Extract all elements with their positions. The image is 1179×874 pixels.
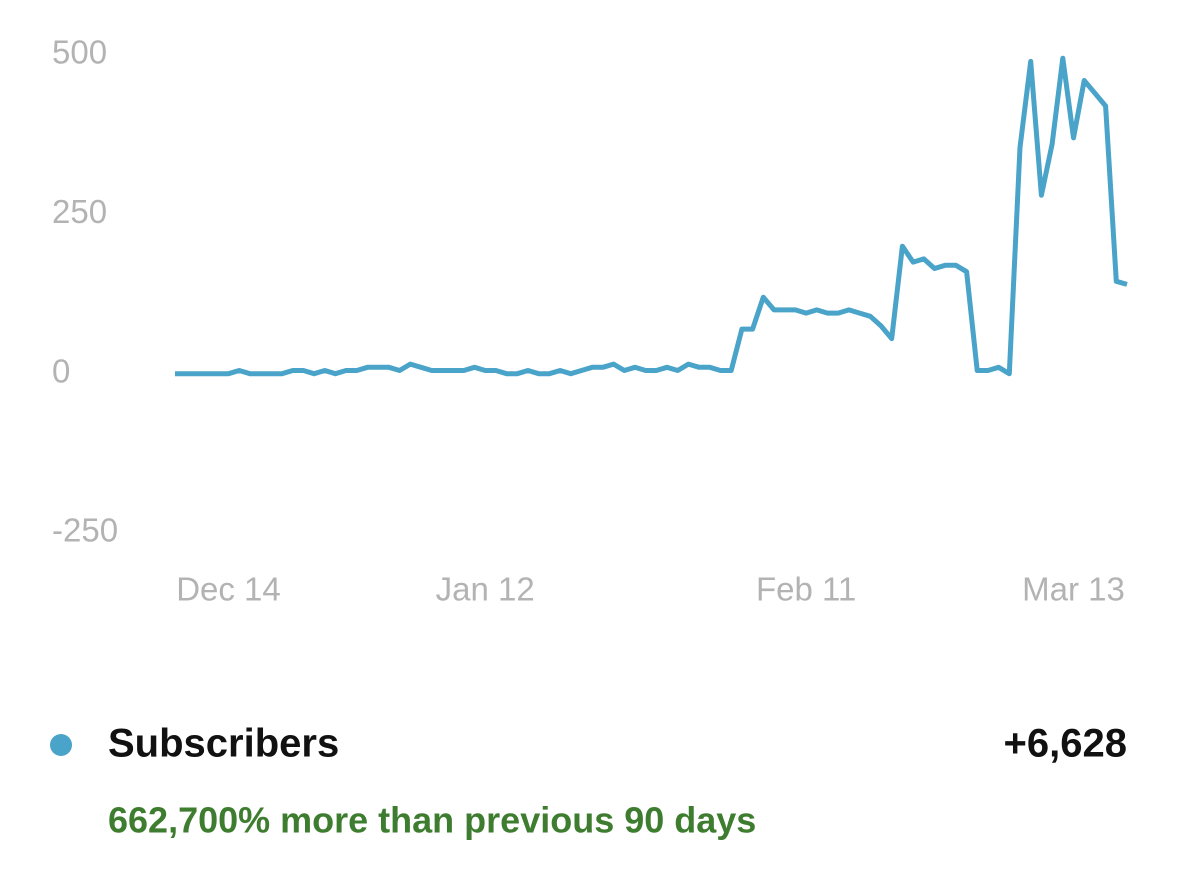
x-tick-label: Mar 13 — [1022, 571, 1125, 608]
legend-dot — [50, 734, 72, 756]
x-tick-label: Feb 11 — [756, 571, 856, 608]
y-tick-label: 500 — [52, 34, 107, 71]
legend-label: Subscribers — [108, 722, 339, 766]
y-tick-label: 0 — [52, 352, 70, 389]
line — [175, 55, 1128, 377]
x-tick-label: Dec 14 — [176, 571, 281, 608]
comparison: 662,700% more than previous 90 days — [108, 800, 756, 841]
y-tick-label: -250 — [52, 512, 118, 549]
x-tick-label: Jan 12 — [436, 571, 535, 608]
total: +6,628 — [1004, 722, 1127, 766]
y-tick-label: 250 — [52, 193, 107, 230]
